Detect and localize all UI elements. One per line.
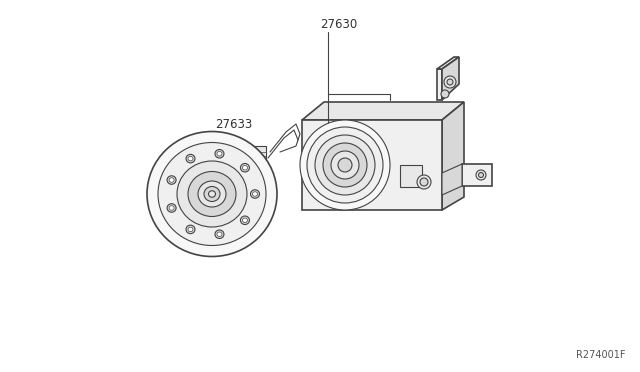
Polygon shape (442, 102, 464, 210)
Ellipse shape (158, 142, 266, 246)
Polygon shape (302, 102, 464, 120)
Circle shape (444, 76, 456, 88)
Ellipse shape (209, 191, 216, 197)
Text: R274001F: R274001F (577, 350, 626, 360)
Circle shape (331, 151, 359, 179)
Ellipse shape (215, 150, 224, 158)
Circle shape (338, 158, 352, 172)
Ellipse shape (167, 176, 176, 184)
Ellipse shape (147, 131, 277, 257)
Polygon shape (442, 57, 459, 100)
Ellipse shape (217, 151, 222, 156)
Circle shape (476, 170, 486, 180)
Ellipse shape (186, 225, 195, 234)
Circle shape (315, 135, 375, 195)
Ellipse shape (169, 206, 174, 210)
Polygon shape (302, 120, 442, 210)
Circle shape (447, 79, 453, 85)
Ellipse shape (217, 232, 222, 237)
Ellipse shape (241, 163, 250, 172)
Ellipse shape (215, 230, 224, 238)
Circle shape (479, 173, 483, 177)
Ellipse shape (188, 227, 193, 232)
Circle shape (417, 175, 431, 189)
Ellipse shape (169, 178, 174, 182)
Polygon shape (250, 146, 266, 162)
Text: 27633: 27633 (215, 118, 252, 131)
Circle shape (307, 127, 383, 203)
Ellipse shape (241, 216, 250, 225)
Ellipse shape (204, 186, 220, 202)
Ellipse shape (250, 190, 259, 198)
Ellipse shape (243, 218, 248, 222)
Ellipse shape (253, 192, 257, 196)
Polygon shape (307, 162, 331, 172)
Polygon shape (462, 164, 492, 186)
Ellipse shape (243, 166, 248, 170)
Ellipse shape (198, 181, 226, 207)
Ellipse shape (186, 154, 195, 163)
Polygon shape (442, 164, 462, 195)
Circle shape (323, 143, 367, 187)
Polygon shape (437, 69, 442, 100)
Ellipse shape (167, 204, 176, 212)
Ellipse shape (188, 171, 236, 217)
Circle shape (441, 90, 449, 98)
Circle shape (420, 178, 428, 186)
Polygon shape (400, 165, 422, 187)
Text: 27630: 27630 (320, 17, 357, 31)
Ellipse shape (188, 156, 193, 161)
Circle shape (300, 120, 390, 210)
Ellipse shape (177, 161, 247, 227)
Polygon shape (437, 57, 459, 69)
